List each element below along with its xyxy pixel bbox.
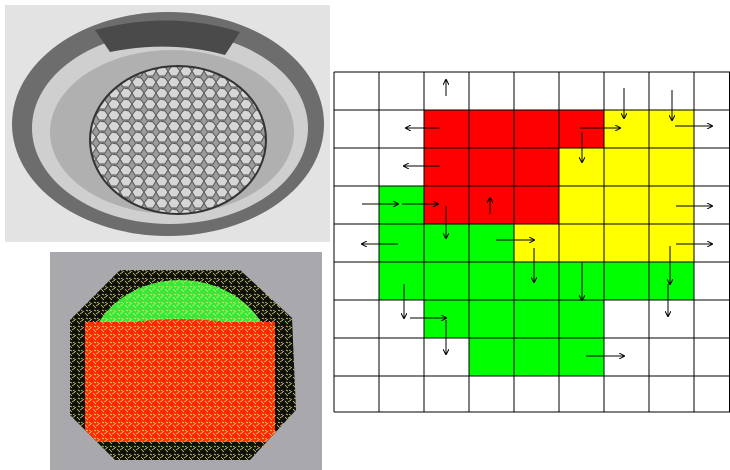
grid-cell (604, 262, 649, 300)
grid-cell (424, 262, 469, 300)
grid-cell (379, 224, 424, 262)
grid-cell (514, 224, 559, 262)
grid-cell (424, 110, 469, 148)
grid-cell (604, 148, 649, 186)
grid-cell (469, 338, 514, 376)
grid-cell (649, 224, 694, 262)
grid-cell (559, 338, 604, 376)
grid-cell (469, 224, 514, 262)
grid-cell (379, 186, 424, 224)
grid-cell (559, 224, 604, 262)
grid-cell (649, 186, 694, 224)
grid-cell (469, 110, 514, 148)
grid-cell (514, 300, 559, 338)
grid-cell (469, 300, 514, 338)
grid-cell (604, 224, 649, 262)
grid-cell (604, 110, 649, 148)
grid-cell (469, 262, 514, 300)
grid-cell (514, 186, 559, 224)
grid-cell (514, 262, 559, 300)
grid-cell (559, 186, 604, 224)
simulation-image (50, 252, 322, 470)
grid-cell (469, 186, 514, 224)
grid-cell (514, 148, 559, 186)
grid-cell (514, 110, 559, 148)
grid-cell (604, 186, 649, 224)
grid-cell (379, 262, 424, 300)
page: (() => { const svg = document.getElement… (0, 0, 730, 470)
grid-cell (514, 338, 559, 376)
grid-cell (649, 148, 694, 186)
seed-photo (5, 5, 330, 242)
grid-cell (649, 262, 694, 300)
grid-cell (469, 148, 514, 186)
grid-diagram (334, 72, 730, 412)
grid-cell (559, 300, 604, 338)
figure (0, 0, 730, 470)
grid-cell (424, 148, 469, 186)
